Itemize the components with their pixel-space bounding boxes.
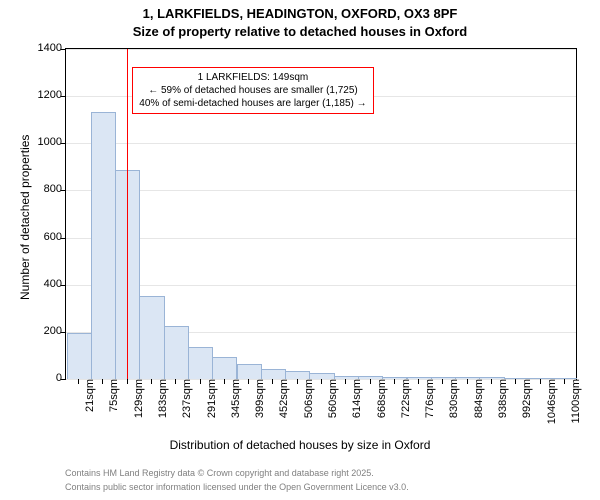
x-tick-mark: [394, 379, 395, 384]
x-tick-label: 345sqm: [228, 379, 242, 418]
x-tick-label: 75sqm: [106, 379, 120, 412]
x-tick-mark: [175, 379, 176, 384]
x-tick-mark: [564, 379, 565, 384]
x-tick-label: 183sqm: [155, 379, 169, 418]
x-tick-mark: [78, 379, 79, 384]
y-tick-label: 1000: [38, 136, 66, 148]
x-tick-label: 992sqm: [519, 379, 533, 418]
x-tick-label: 776sqm: [422, 379, 436, 418]
annotation-line3: 40% of semi-detached houses are larger (…: [139, 97, 366, 110]
x-tick-label: 1046sqm: [544, 379, 558, 424]
x-tick-label: 938sqm: [495, 379, 509, 418]
annotation-box: 1 LARKFIELDS: 149sqm← 59% of detached ho…: [132, 67, 373, 114]
y-tick-label: 600: [44, 231, 66, 243]
x-tick-mark: [442, 379, 443, 384]
x-tick-mark: [272, 379, 273, 384]
histogram-bar: [212, 357, 237, 379]
x-tick-label: 722sqm: [398, 379, 412, 418]
x-tick-mark: [540, 379, 541, 384]
x-tick-label: 399sqm: [252, 379, 266, 418]
x-tick-mark: [200, 379, 201, 384]
x-tick-mark: [345, 379, 346, 384]
y-tick-label: 800: [44, 183, 66, 195]
annotation-line1: 1 LARKFIELDS: 149sqm: [139, 71, 366, 84]
x-tick-label: 668sqm: [374, 379, 388, 418]
footer-line2: Contains public sector information licen…: [65, 482, 409, 492]
histogram-bar: [261, 369, 286, 379]
gridline: [66, 285, 576, 286]
x-tick-label: 506sqm: [301, 379, 315, 418]
x-tick-label: 830sqm: [446, 379, 460, 418]
x-tick-label: 452sqm: [276, 379, 290, 418]
y-tick-label: 1200: [38, 89, 66, 101]
y-tick-label: 1400: [38, 42, 66, 54]
histogram-bar: [188, 347, 213, 379]
x-tick-label: 129sqm: [131, 379, 145, 418]
annotation-line2: ← 59% of detached houses are smaller (1,…: [139, 84, 366, 97]
histogram-bar: [91, 112, 116, 379]
x-tick-label: 237sqm: [179, 379, 193, 418]
x-tick-mark: [127, 379, 128, 384]
x-axis-label: Distribution of detached houses by size …: [0, 438, 600, 452]
histogram-bar: [115, 170, 140, 379]
x-tick-label: 21sqm: [82, 379, 96, 412]
y-tick-label: 0: [56, 372, 66, 384]
x-tick-label: 291sqm: [204, 379, 218, 418]
x-tick-label: 1100sqm: [568, 379, 582, 423]
x-tick-mark: [491, 379, 492, 384]
x-tick-label: 560sqm: [325, 379, 339, 418]
x-tick-mark: [467, 379, 468, 384]
y-axis-label: Number of detached properties: [18, 135, 32, 300]
x-tick-mark: [418, 379, 419, 384]
x-tick-mark: [515, 379, 516, 384]
x-tick-mark: [248, 379, 249, 384]
y-tick-label: 400: [44, 278, 66, 290]
histogram-bar: [285, 371, 310, 379]
footer-line1: Contains HM Land Registry data © Crown c…: [65, 468, 374, 478]
x-tick-mark: [224, 379, 225, 384]
reference-line: [127, 49, 128, 379]
plot-area: 020040060080010001200140021sqm75sqm129sq…: [65, 48, 577, 380]
x-tick-mark: [297, 379, 298, 384]
gridline: [66, 49, 576, 50]
gridline: [66, 190, 576, 191]
x-tick-mark: [151, 379, 152, 384]
chart-container: 1, LARKFIELDS, HEADINGTON, OXFORD, OX3 8…: [0, 0, 600, 500]
histogram-bar: [237, 364, 262, 379]
histogram-bar: [67, 333, 92, 379]
chart-title-line1: 1, LARKFIELDS, HEADINGTON, OXFORD, OX3 8…: [0, 6, 600, 21]
gridline: [66, 143, 576, 144]
x-tick-label: 884sqm: [471, 379, 485, 418]
gridline: [66, 238, 576, 239]
histogram-bar: [139, 296, 164, 380]
x-tick-mark: [370, 379, 371, 384]
x-tick-mark: [321, 379, 322, 384]
x-tick-mark: [102, 379, 103, 384]
chart-title-line2: Size of property relative to detached ho…: [0, 24, 600, 39]
x-tick-label: 614sqm: [349, 379, 363, 418]
histogram-bar: [164, 326, 189, 379]
y-tick-label: 200: [44, 325, 66, 337]
